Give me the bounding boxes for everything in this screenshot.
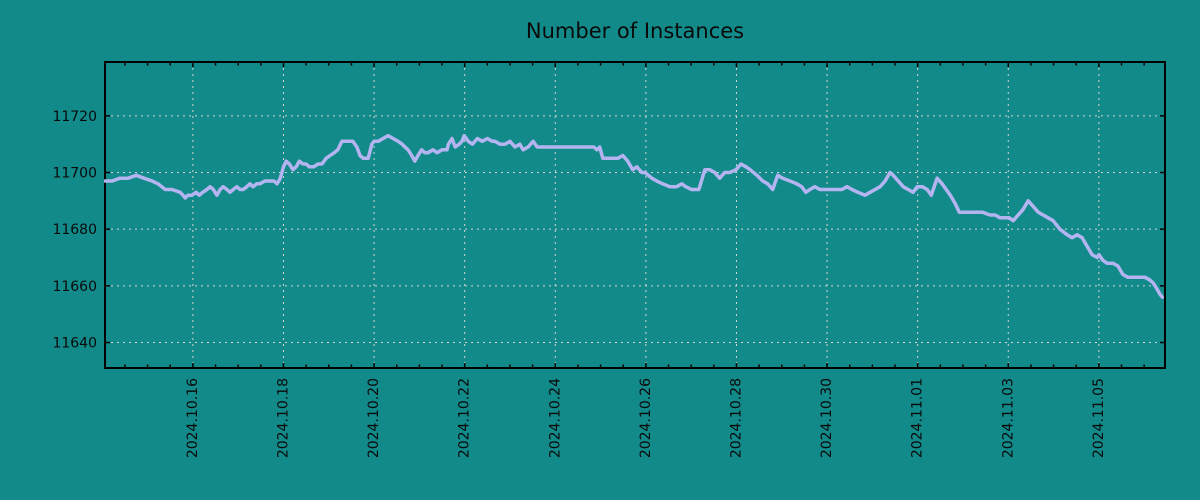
y-tick-label: 11700 bbox=[52, 166, 97, 182]
x-tick-label: 2024.11.01 bbox=[910, 378, 926, 458]
x-tick-label: 2024.10.24 bbox=[547, 378, 563, 458]
x-tick-label: 2024.10.20 bbox=[366, 378, 382, 458]
x-tick-label: 2024.11.03 bbox=[1000, 378, 1016, 458]
data-series bbox=[104, 133, 1165, 299]
chart-title: Number of Instances bbox=[526, 19, 744, 43]
x-tick-label: 2024.10.16 bbox=[185, 378, 201, 458]
plot-area-border bbox=[104, 61, 1166, 369]
data-line bbox=[104, 133, 1165, 299]
y-tick-label: 11680 bbox=[52, 222, 97, 238]
x-tick-label: 2024.10.28 bbox=[729, 378, 745, 458]
y-axis-labels: 11640 11660 11680 11700 11720 bbox=[52, 109, 97, 352]
x-tick-label: 2024.10.18 bbox=[276, 378, 292, 458]
gridlines bbox=[105, 62, 1165, 368]
axis-ticks bbox=[105, 62, 1165, 368]
x-tick-label: 2024.10.26 bbox=[638, 378, 654, 458]
x-tick-label: 2024.11.05 bbox=[1091, 378, 1107, 458]
y-tick-label: 11640 bbox=[52, 336, 97, 352]
x-tick-label: 2024.10.30 bbox=[819, 378, 835, 458]
y-tick-label: 11660 bbox=[52, 279, 97, 295]
x-axis-labels: 2024.10.16 2024.10.18 2024.10.20 2024.10.22… bbox=[185, 378, 1107, 458]
x-tick-label: 2024.10.22 bbox=[457, 378, 473, 458]
y-tick-label: 11720 bbox=[52, 109, 97, 125]
